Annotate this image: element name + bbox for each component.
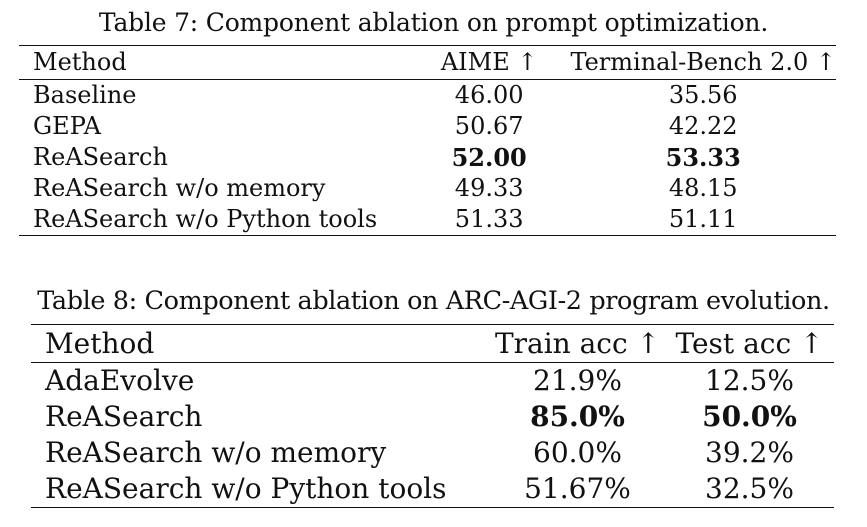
table-row: ReASearch w/o Python tools 51.33 51.11 — [19, 204, 836, 236]
terminal-bench-cell: 51.11 — [668, 205, 738, 233]
table-8-program-evolution: Method Train acc ↑ Test acc ↑ AdaEvolve … — [31, 324, 834, 508]
test-acc-cell: 12.5% — [705, 364, 794, 397]
terminal-bench-cell: 42.22 — [668, 112, 738, 140]
table-row: ReASearch w/o memory 60.0% 39.2% — [31, 435, 834, 471]
test-acc-cell: 32.5% — [705, 472, 794, 505]
train-acc-cell-best: 85.0% — [530, 400, 625, 433]
table-row: ReASearch 85.0% 50.0% — [31, 399, 834, 435]
table-row: ReASearch 52.00 53.33 — [19, 142, 836, 173]
table-row: ReASearch w/o Python tools 51.67% 32.5% — [31, 471, 834, 508]
terminal-bench-cell: 35.56 — [668, 81, 738, 109]
table-row: GEPA 50.67 42.22 — [19, 111, 836, 142]
table-7-caption: Table 7: Component ablation on prompt op… — [98, 8, 769, 37]
method-cell: ReASearch — [33, 143, 168, 171]
method-cell: AdaEvolve — [45, 364, 195, 397]
header-aime: AIME ↑ — [407, 45, 571, 80]
table-7-prompt-optimization: Method AIME ↑ Terminal-Bench 2.0 ↑ Basel… — [19, 45, 836, 236]
train-acc-cell: 51.67% — [524, 472, 631, 505]
test-acc-cell: 39.2% — [705, 436, 794, 469]
header-test-acc: Test acc ↑ — [665, 324, 834, 363]
header-method: Method — [31, 324, 490, 363]
aime-cell: 49.33 — [454, 174, 524, 202]
table-row: AdaEvolve 21.9% 12.5% — [31, 363, 834, 400]
test-acc-cell-best: 50.0% — [702, 400, 797, 433]
method-cell: ReASearch — [45, 400, 203, 433]
table-row: Baseline 46.00 35.56 — [19, 80, 836, 112]
header-train-acc: Train acc ↑ — [490, 324, 665, 363]
header-method: Method — [19, 45, 408, 80]
terminal-bench-cell-best: 53.33 — [665, 143, 741, 172]
table-row: ReASearch w/o memory 49.33 48.15 — [19, 173, 836, 204]
method-cell: ReASearch w/o memory — [33, 174, 326, 202]
train-acc-cell: 21.9% — [533, 364, 622, 397]
terminal-bench-cell: 48.15 — [668, 174, 738, 202]
table-header-row: Method AIME ↑ Terminal-Bench 2.0 ↑ — [19, 45, 836, 80]
aime-cell: 50.67 — [454, 112, 524, 140]
train-acc-cell: 60.0% — [533, 436, 622, 469]
aime-cell-best: 52.00 — [451, 143, 527, 172]
method-cell: ReASearch w/o Python tools — [45, 472, 447, 505]
table-header-row: Method Train acc ↑ Test acc ↑ — [31, 324, 834, 363]
aime-cell: 46.00 — [454, 81, 524, 109]
header-terminal-bench: Terminal-Bench 2.0 ↑ — [570, 45, 836, 80]
aime-cell: 51.33 — [454, 205, 524, 233]
method-cell: GEPA — [33, 112, 101, 140]
method-cell: ReASearch w/o Python tools — [33, 205, 378, 233]
method-cell: Baseline — [33, 81, 137, 109]
method-cell: ReASearch w/o memory — [45, 436, 387, 469]
table-8-caption: Table 8: Component ablation on ARC-AGI-2… — [37, 286, 830, 316]
